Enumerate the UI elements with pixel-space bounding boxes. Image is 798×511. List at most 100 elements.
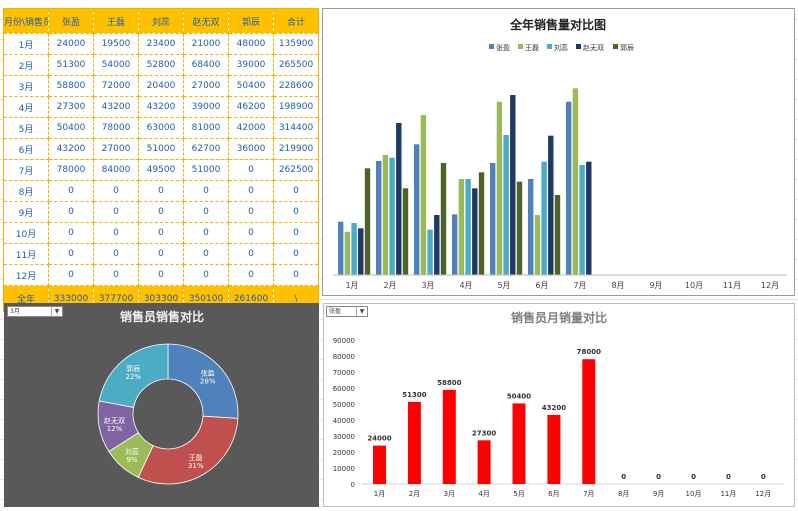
- value-cell[interactable]: 0: [48, 222, 94, 244]
- value-cell[interactable]: 0: [48, 201, 94, 223]
- value-cell[interactable]: 265500: [273, 54, 319, 76]
- value-cell[interactable]: 0: [138, 222, 184, 244]
- value-cell[interactable]: 0: [183, 222, 229, 244]
- value-cell[interactable]: 43200: [138, 96, 184, 118]
- value-cell[interactable]: 39000: [228, 54, 274, 76]
- value-cell[interactable]: 27300: [48, 96, 94, 118]
- value-cell[interactable]: 48000: [228, 33, 274, 55]
- value-cell[interactable]: 62700: [183, 138, 229, 160]
- value-cell[interactable]: 262500: [273, 159, 319, 181]
- month-cell[interactable]: 3月: [3, 75, 49, 97]
- value-cell[interactable]: 0: [48, 264, 94, 286]
- salesperson-pie-panel[interactable]: 3月 ▼ 销售员销售对比 张盈 26% 王磊 31% 刘蕊 9% 赵无双 12% 郭辰 22%: [4, 303, 319, 507]
- value-cell[interactable]: 0: [93, 222, 139, 244]
- value-cell[interactable]: 135900: [273, 33, 319, 55]
- value-cell[interactable]: 68400: [183, 54, 229, 76]
- month-cell[interactable]: 10月: [3, 222, 49, 244]
- value-cell[interactable]: 0: [228, 264, 274, 286]
- column-header[interactable]: 张盈: [48, 8, 94, 34]
- value-cell[interactable]: 27000: [183, 75, 229, 97]
- value-cell[interactable]: 63000: [138, 117, 184, 139]
- column-header[interactable]: 郭辰: [228, 8, 274, 34]
- value-cell[interactable]: 0: [93, 201, 139, 223]
- value-cell[interactable]: 78000: [93, 117, 139, 139]
- value-cell[interactable]: 0: [183, 243, 229, 265]
- annual-sales-chart-panel[interactable]: 全年销售量对比图 张盈 王磊 刘蕊 赵无双 郭辰 1月 2月 3月 4月 5月 6月 7月 8月 9月 1…: [322, 8, 795, 296]
- value-cell[interactable]: 43200: [48, 138, 94, 160]
- salesperson-dropdown[interactable]: 张盈 ▼: [326, 306, 368, 317]
- value-cell[interactable]: 27000: [93, 138, 139, 160]
- value-cell[interactable]: 0: [93, 264, 139, 286]
- value-cell[interactable]: 54000: [93, 54, 139, 76]
- column-header[interactable]: 王磊: [93, 8, 139, 34]
- month-dropdown[interactable]: 3月 ▼: [7, 306, 63, 317]
- value-cell[interactable]: 72000: [93, 75, 139, 97]
- value-cell[interactable]: 0: [183, 180, 229, 202]
- value-cell[interactable]: 81000: [183, 117, 229, 139]
- value-cell[interactable]: 0: [273, 243, 319, 265]
- value-cell[interactable]: 198900: [273, 96, 319, 118]
- value-cell[interactable]: 84000: [93, 159, 139, 181]
- value-cell[interactable]: 20400: [138, 75, 184, 97]
- value-cell[interactable]: 0: [48, 243, 94, 265]
- month-cell[interactable]: 12月: [3, 264, 49, 286]
- value-cell[interactable]: 0: [138, 201, 184, 223]
- month-cell[interactable]: 4月: [3, 96, 49, 118]
- value-cell[interactable]: 0: [138, 243, 184, 265]
- value-cell[interactable]: 0: [138, 264, 184, 286]
- value-cell[interactable]: 0: [93, 243, 139, 265]
- month-cell[interactable]: 2月: [3, 54, 49, 76]
- value-cell[interactable]: 0: [48, 180, 94, 202]
- value-cell[interactable]: 52800: [138, 54, 184, 76]
- value-cell[interactable]: 78000: [48, 159, 94, 181]
- value-cell[interactable]: 21000: [183, 33, 229, 55]
- value-cell[interactable]: 39000: [183, 96, 229, 118]
- value-cell[interactable]: 51000: [183, 159, 229, 181]
- month-cell[interactable]: 7月: [3, 159, 49, 181]
- value-cell[interactable]: 0: [228, 159, 274, 181]
- value-cell[interactable]: 51000: [138, 138, 184, 160]
- value-cell[interactable]: 228600: [273, 75, 319, 97]
- monthly-sales-panel[interactable]: 张盈 ▼ 销售员月销量对比 0 10000 20000 30000 40000 50000…: [323, 303, 795, 507]
- value-cell[interactable]: 50400: [48, 117, 94, 139]
- value-cell[interactable]: 24000: [48, 33, 94, 55]
- month-cell[interactable]: 9月: [3, 201, 49, 223]
- value-cell[interactable]: 219900: [273, 138, 319, 160]
- chevron-down-icon[interactable]: ▼: [356, 307, 367, 316]
- value-cell[interactable]: 0: [273, 180, 319, 202]
- value-cell[interactable]: 19500: [93, 33, 139, 55]
- month-cell[interactable]: 6月: [3, 138, 49, 160]
- value-cell[interactable]: 0: [183, 264, 229, 286]
- value-cell[interactable]: 0: [228, 180, 274, 202]
- value-cell[interactable]: 49500: [138, 159, 184, 181]
- month-cell[interactable]: 1月: [3, 33, 49, 55]
- column-header[interactable]: 合计: [273, 8, 319, 34]
- month-cell[interactable]: 11月: [3, 243, 49, 265]
- value-cell[interactable]: 0: [138, 180, 184, 202]
- value-cell[interactable]: 0: [228, 222, 274, 244]
- value-cell[interactable]: 51300: [48, 54, 94, 76]
- value-cell[interactable]: 0: [273, 222, 319, 244]
- value-cell[interactable]: 0: [93, 180, 139, 202]
- x-tick-label: 12月: [755, 490, 771, 498]
- value-cell[interactable]: 46200: [228, 96, 274, 118]
- value-cell[interactable]: 50400: [228, 75, 274, 97]
- column-header[interactable]: 赵无双: [183, 8, 229, 34]
- month-cell[interactable]: 8月: [3, 180, 49, 202]
- value-cell[interactable]: 0: [273, 264, 319, 286]
- month-cell[interactable]: 5月: [3, 117, 49, 139]
- value-cell[interactable]: 0: [228, 201, 274, 223]
- value-cell[interactable]: 0: [183, 201, 229, 223]
- value-cell[interactable]: 36000: [228, 138, 274, 160]
- chevron-down-icon[interactable]: ▼: [51, 307, 62, 316]
- value-cell[interactable]: 0: [273, 201, 319, 223]
- x-tick-label: 1月: [374, 490, 385, 498]
- value-cell[interactable]: 314400: [273, 117, 319, 139]
- value-cell[interactable]: 23400: [138, 33, 184, 55]
- value-cell[interactable]: 42000: [228, 117, 274, 139]
- value-cell[interactable]: 0: [228, 243, 274, 265]
- column-header[interactable]: 刘蕊: [138, 8, 184, 34]
- value-cell[interactable]: 58800: [48, 75, 94, 97]
- value-cell[interactable]: 43200: [93, 96, 139, 118]
- corner-header-cell[interactable]: 月份\销售员: [3, 8, 49, 34]
